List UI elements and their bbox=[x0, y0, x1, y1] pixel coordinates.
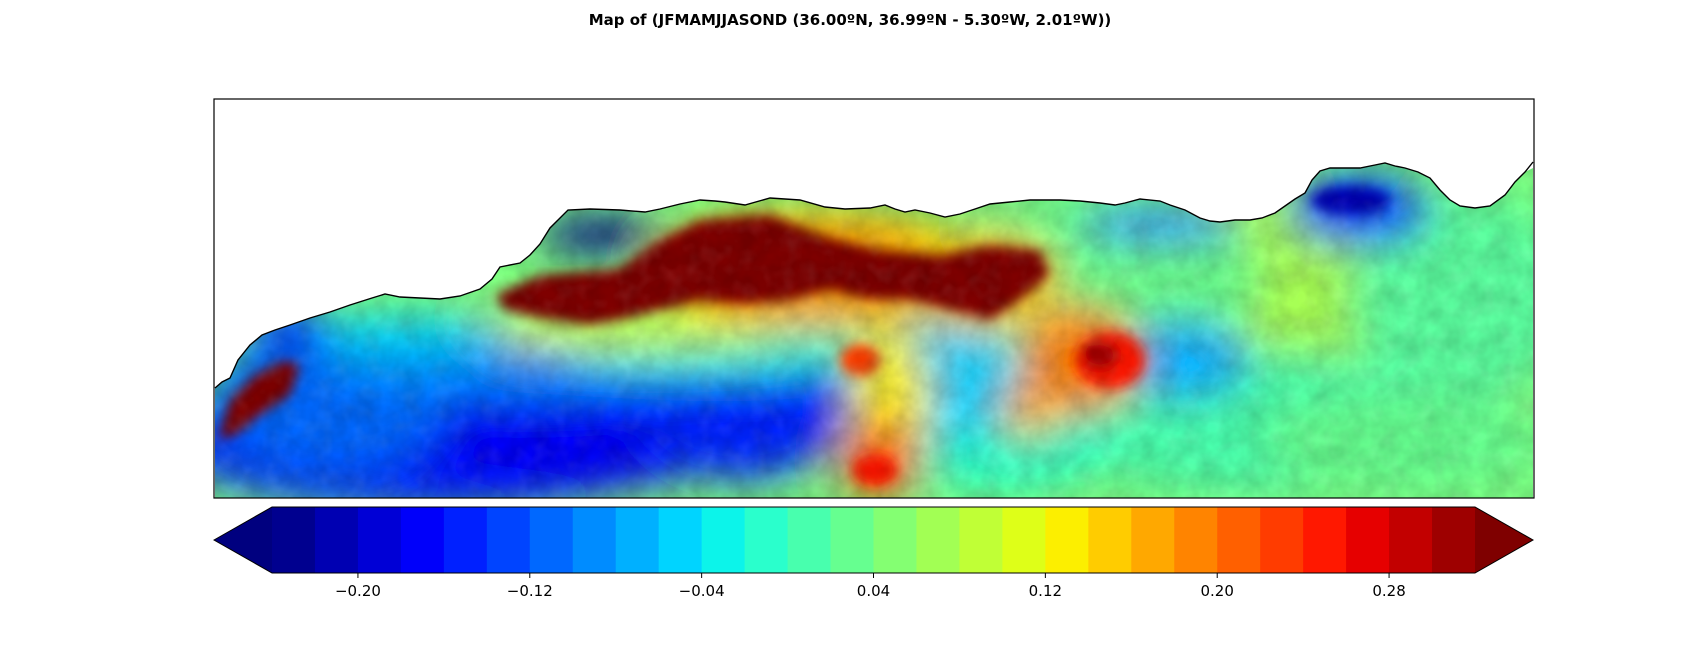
colorbar-ticks: −0.20 −0.12 −0.04 0.04 0.12 0.20 0.28 bbox=[335, 573, 1406, 600]
colorbar-segment bbox=[400, 507, 445, 573]
colorbar-segment bbox=[1002, 507, 1046, 573]
colorbar-segment bbox=[959, 507, 1003, 573]
colorbar-tick-label: −0.04 bbox=[679, 582, 725, 600]
colorbar-segment bbox=[1260, 507, 1304, 573]
colorbar-segment bbox=[1389, 507, 1433, 573]
colorbar-segment bbox=[1174, 507, 1218, 573]
colorbar-segment bbox=[314, 507, 359, 573]
colorbar-segment bbox=[873, 507, 918, 573]
colorbar-segment bbox=[443, 507, 488, 573]
colorbar-segment bbox=[1303, 507, 1347, 573]
colorbar-tick-label: 0.28 bbox=[1372, 582, 1405, 600]
coastline bbox=[214, 161, 1534, 389]
colorbar-segment bbox=[486, 507, 531, 573]
colorbar-segment bbox=[744, 507, 789, 573]
colorbar-segment bbox=[572, 507, 617, 573]
colorbar-segment bbox=[615, 507, 660, 573]
colorbar-segment bbox=[916, 507, 961, 573]
colorbar-segment bbox=[1088, 507, 1132, 573]
colorbar-tick-label: 0.12 bbox=[1029, 582, 1062, 600]
colorbar-under-extension bbox=[214, 507, 272, 573]
colorbar-outline bbox=[212, 506, 1535, 574]
colorbar bbox=[212, 506, 1535, 574]
colorbar-segment bbox=[1131, 507, 1175, 573]
colorbar-segment bbox=[272, 507, 316, 573]
colorbar-segment bbox=[1432, 507, 1476, 573]
page-title: Map of (JFMAMJJASOND (36.00ºN, 36.99ºN -… bbox=[588, 11, 1112, 29]
colorbar-segment bbox=[529, 507, 574, 573]
colorbar-segment bbox=[1045, 507, 1089, 573]
colorbar-tick-label: 0.04 bbox=[857, 582, 890, 600]
colorbar-tick-label: 0.20 bbox=[1201, 582, 1234, 600]
colorbar-segment bbox=[701, 507, 746, 573]
colorbar-tick-label: −0.12 bbox=[507, 582, 553, 600]
colorbar-segment bbox=[1217, 507, 1261, 573]
colorbar-segment bbox=[1346, 507, 1390, 573]
colorbar-over-extension bbox=[1475, 507, 1533, 573]
colorbar-segment bbox=[357, 507, 402, 573]
colorbar-segment bbox=[787, 507, 832, 573]
map-frame bbox=[213, 98, 1535, 499]
colorbar-segment bbox=[830, 507, 875, 573]
sea-field bbox=[215, 163, 1533, 498]
colorbar-tick-label: −0.20 bbox=[335, 582, 381, 600]
colorbar-segment bbox=[658, 507, 703, 573]
